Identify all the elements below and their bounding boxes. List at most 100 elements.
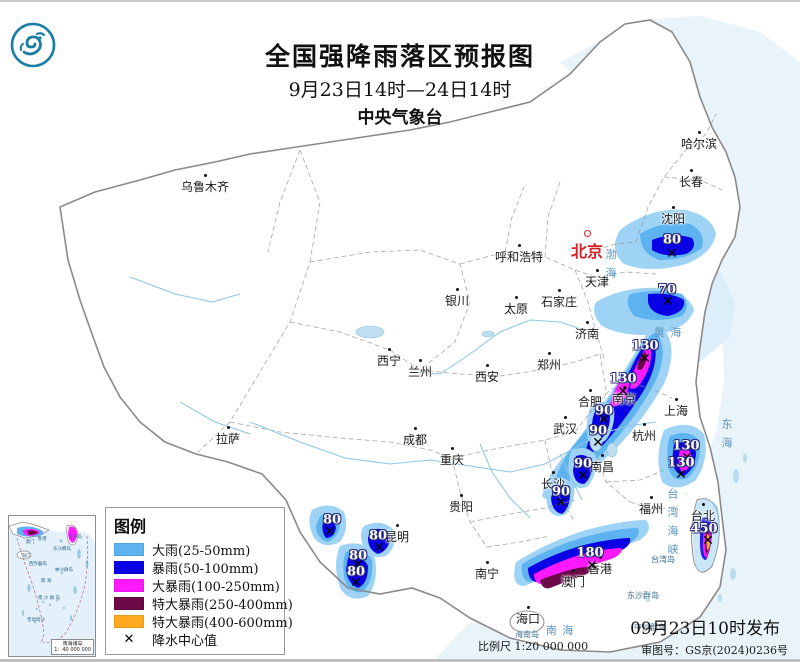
city-name: 合肥 [577,395,603,409]
city-marker-icon [622,386,626,389]
city-label: 乌鲁木齐 [181,174,229,195]
legend-label: 暴雨(50-100mm) [152,561,259,577]
small-islands [646,453,747,632]
city-label: 香港 [588,556,612,577]
city-label: 南昌 [590,454,614,475]
legend-label-center-value: 降水中心值 [152,633,218,649]
city-label: 西安 [475,364,499,385]
city-marker-icon [571,569,575,572]
inset-place-label: 东沙群岛 [53,547,71,552]
city-name: 西宁 [376,354,402,368]
city-name: 杭州 [631,429,657,443]
island-label: 中沙群岛 [634,623,666,632]
city-marker-icon [557,289,561,292]
legend-row: 大暴雨(100-250mm) [114,576,280,595]
city-marker-icon [595,269,599,272]
city-marker-icon [413,427,417,430]
inset-place-label: 台湾岛 [68,535,82,540]
legend-label: 大雨(25-50mm) [152,543,251,559]
city-marker-icon [551,471,555,474]
rivers [129,276,657,519]
legend-label: 大暴雨(100-250mm) [152,579,280,595]
city-label: 海口 [516,606,540,627]
city-name: 石家庄 [540,295,578,309]
city-name: 福州 [638,502,664,516]
island-label: 东沙群岛 [627,591,659,600]
city-marker-icon [701,503,705,506]
legend-label: 特大暴雨(400-600mm) [152,615,293,631]
city-label: 武汉 [553,416,577,437]
city-marker-icon [674,398,678,401]
city-name: 天津 [584,275,610,289]
city-label: 台北 [691,503,715,524]
inset-scale-line2: 1：40 000 000 [54,647,91,653]
inset-place-label: 中沙群岛 [55,568,73,573]
city-marker-icon [600,454,604,457]
city-marker-icon [459,494,463,497]
legend-swatch [114,542,144,556]
city-name: 昆明 [384,530,410,544]
city-marker-icon [226,426,230,429]
lakes [355,325,618,458]
legend-row: 暴雨(50-100mm) [114,558,276,577]
south-china-sea-inset: 香港 澳门 台湾岛 东沙群岛 海口 西沙群岛 中沙群岛南 海南 沙 群 岛曾母暗沙 南海诸岛… [8,515,96,657]
city-label: 重庆 [440,447,464,468]
city-label: 拉萨 [216,426,240,447]
city-label: 银川 [445,288,469,309]
city-label: 石家庄 [541,289,577,310]
city-name: 南昌 [589,460,615,474]
city-marker-icon [395,524,399,527]
city-name: 郑州 [536,358,562,372]
city-name: 西安 [474,370,500,384]
legend-panel: 图例 大雨(25-50mm) 暴雨(50-100mm) 大暴雨(100-250mm)… [105,507,293,655]
city-marker-icon [689,169,693,172]
city-name: 银川 [444,294,470,308]
legend-row: 大雨(25-50mm) [114,540,276,559]
city-label: 太原 [504,296,528,317]
city-marker-icon [387,348,391,351]
city-name: 哈尔滨 [680,137,718,151]
legend-row-center-value: ✕ 降水中心值 [114,630,276,649]
city-name: 上海 [663,404,689,418]
inset-place-label: 澳门 [25,540,35,545]
city-name: 沈阳 [660,212,686,226]
city-label: 西宁 [377,348,401,369]
city-marker-icon [526,606,530,609]
cma-dragon-logo-icon [10,22,56,68]
city-label: 长沙 [541,471,565,492]
city-label: 南京 [612,386,636,407]
city-label: 北京 [571,230,603,262]
city-marker-icon [697,131,701,134]
sea-label: 台 湾 海 峡 [666,487,679,557]
inset-scale-line1: 南海诸岛 [62,641,83,647]
city-marker-icon [585,321,589,324]
city-marker-icon [485,561,489,564]
city-marker-icon [563,416,567,419]
city-name: 重庆 [439,453,465,467]
city-name: 长春 [678,175,704,189]
city-name: 兰州 [407,365,433,379]
issue-time: 09月23日10时发布 [630,619,780,639]
city-label: 郑州 [537,352,561,373]
inset-place-label: 香港 [37,537,47,542]
sea-label: 东 海 [720,418,733,450]
city-marker-icon [671,206,675,209]
city-marker-icon [547,352,551,355]
city-name: 澳门 [560,575,586,589]
city-name: 香港 [587,562,613,576]
city-label: 呼和浩特 [495,244,543,265]
inset-place-label: 海口 [21,554,31,559]
city-name: 太原 [503,302,529,316]
city-label: 天津 [585,269,609,290]
inset-place-label: 曾母暗沙 [27,618,45,623]
legend-label: 特大暴雨(250-400mm) [152,597,293,613]
city-name: 南宁 [474,567,500,581]
city-marker-icon [450,447,454,450]
city-label: 福州 [639,496,663,517]
legend-row: 特大暴雨(250-400mm) [114,594,293,613]
city-marker-icon [418,359,422,362]
city-name: 拉萨 [215,432,241,446]
sea-label: 南 海 [545,624,575,637]
inset-place-label: 南 沙 群 岛 [37,596,61,601]
